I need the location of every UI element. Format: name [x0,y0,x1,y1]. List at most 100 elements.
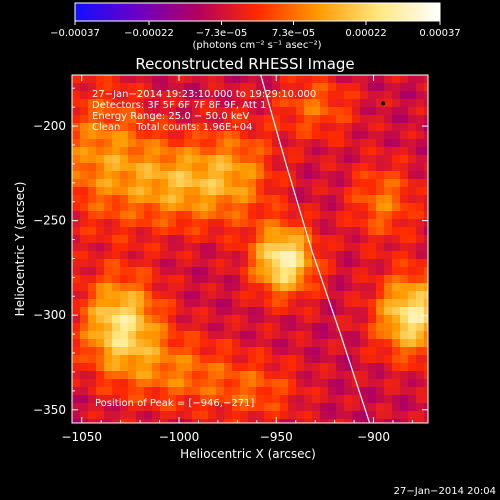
heatmap-cell [408,203,417,212]
heatmap-cell [72,179,81,188]
heatmap-cell [376,379,385,388]
heatmap-cell [128,339,137,348]
heatmap-cell [416,219,425,228]
heatmap-cell [144,123,153,132]
heatmap-cell [232,275,241,284]
heatmap-cell [136,83,145,92]
heatmap-cell [232,371,241,380]
heatmap-cell [144,195,153,204]
heatmap-cell [232,211,241,220]
heatmap-cell [240,91,249,100]
heatmap-cell [232,179,241,188]
heatmap-cell [136,75,145,84]
heatmap-cell [152,411,161,420]
heatmap-cell [400,419,409,423]
heatmap-cell [240,75,249,84]
heatmap-cell [240,323,249,332]
heatmap-cell [416,371,425,380]
heatmap-cell [400,115,409,124]
heatmap-cell [96,403,105,412]
heatmap-cell [392,123,401,132]
heatmap-cell [168,235,177,244]
heatmap-cell [256,115,265,124]
heatmap-cell [328,147,337,156]
heatmap-cell [232,139,241,148]
heatmap-cell [152,147,161,156]
heatmap-cell [200,155,209,164]
heatmap-cell [248,91,257,100]
heatmap-cell [408,75,417,84]
heatmap-cell [200,131,209,140]
heatmap-cell [152,395,161,404]
heatmap-cell [112,339,121,348]
heatmap-cell [352,163,361,172]
heatmap-cell [128,227,137,236]
x-tick-label: −1050 [61,430,102,444]
heatmap-cell [352,83,361,92]
heatmap-cell [112,283,121,292]
heatmap-cell [88,363,97,372]
heatmap-cell [280,323,289,332]
heatmap-cell [136,99,145,108]
heatmap-cell [304,203,313,212]
heatmap-cell [128,187,137,196]
heatmap-cell [168,123,177,132]
heatmap-cell [120,179,129,188]
heatmap-cell [112,419,121,423]
heatmap-cell [136,219,145,228]
heatmap-cell [144,139,153,148]
heatmap-cell [200,91,209,100]
heatmap-cell [272,123,281,132]
heatmap-cell [176,163,185,172]
heatmap-cell [328,355,337,364]
heatmap-cell [144,363,153,372]
heatmap-cell [264,371,273,380]
heatmap-cell [392,251,401,260]
heatmap-cell [304,411,313,420]
heatmap-cell [384,251,393,260]
heatmap-cell [200,371,209,380]
heatmap-cell [184,227,193,236]
heatmap-cell [208,275,217,284]
heatmap-cell [184,403,193,412]
heatmap-cell [192,323,201,332]
heatmap-cell [144,171,153,180]
heatmap-cell [184,83,193,92]
heatmap-cell [104,379,113,388]
heatmap-cell [392,331,401,340]
heatmap-cell [416,171,425,180]
heatmap-cell [120,267,129,276]
heatmap-cell [248,347,257,356]
heatmap-cell [416,123,425,132]
heatmap-cell [312,243,321,252]
heatmap-cell [320,75,329,84]
heatmap-cell [160,339,169,348]
heatmap-cell [384,275,393,284]
heatmap-cell [376,411,385,420]
heatmap-cell [288,211,297,220]
heatmap-cell [224,387,233,396]
heatmap-cell [136,339,145,348]
heatmap-cell [352,251,361,260]
heatmap-cell [136,259,145,268]
heatmap-cell [272,299,281,308]
heatmap-cell [368,347,377,356]
heatmap-cell [312,387,321,396]
heatmap-cell [304,315,313,324]
heatmap-cell [216,75,225,84]
heatmap-cell [160,147,169,156]
heatmap-cell [384,355,393,364]
heatmap-cell [272,259,281,268]
heatmap-cell [320,235,329,244]
colorbar-unit-label: (photons cm⁻² s⁻¹ asec⁻²) [192,40,321,51]
heatmap-cell [168,259,177,268]
heatmap-cell [232,331,241,340]
heatmap-cell [328,315,337,324]
heatmap-cell [352,259,361,268]
heatmap-cell [424,219,428,228]
heatmap-cell [144,131,153,140]
heatmap-cell [216,219,225,228]
heatmap-cell [248,195,257,204]
heatmap-cell [320,419,329,423]
heatmap-cell [304,259,313,268]
